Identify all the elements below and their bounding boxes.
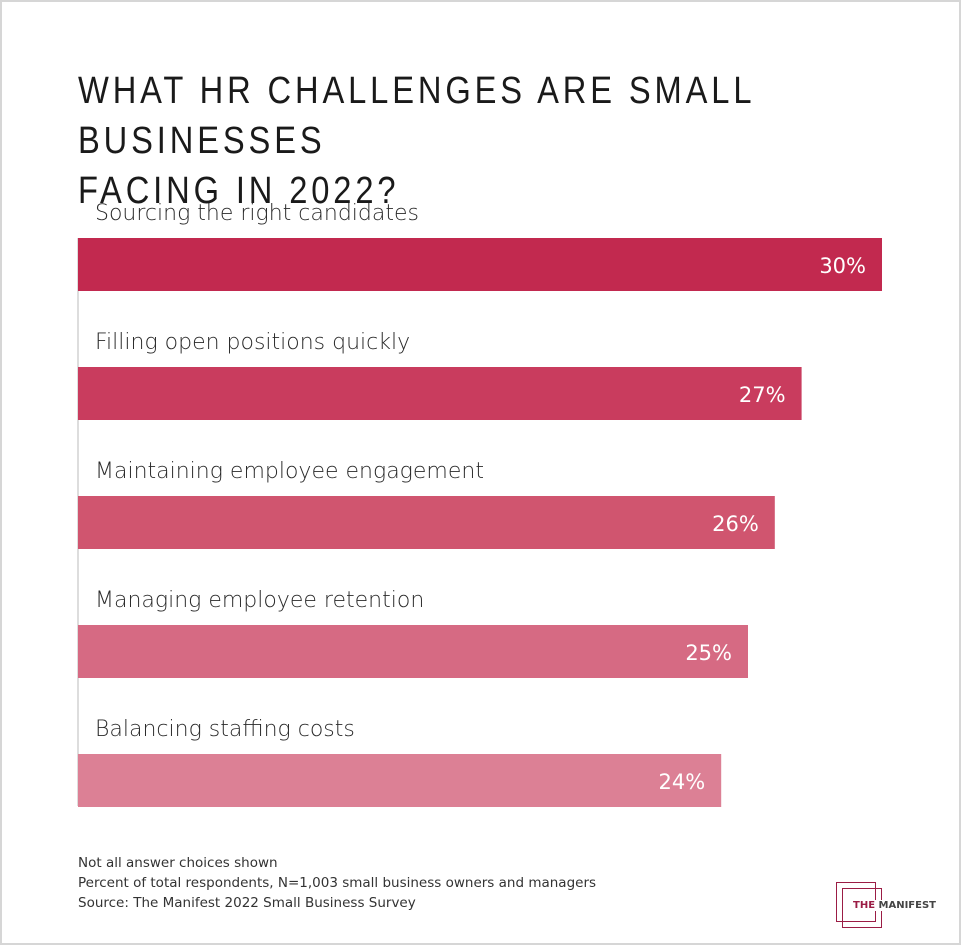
title-line-2: FACING IN 2022? <box>78 170 400 212</box>
chart-title: WHAT HR CHALLENGES ARE SMALL BUSINESSES … <box>78 66 938 216</box>
category-label: Maintaining employee engagement <box>95 459 484 484</box>
category-label: Filling open positions quickly <box>95 330 410 355</box>
value-label: 24% <box>659 770 706 794</box>
bar <box>78 238 882 291</box>
logo-text: THE MANIFEST <box>852 900 937 911</box>
value-label: 30% <box>819 254 866 278</box>
category-label: Sourcing the right candidates <box>95 201 419 226</box>
bar <box>78 625 748 678</box>
bar <box>78 496 775 549</box>
note-source: Source: The Manifest 2022 Small Business… <box>78 895 416 911</box>
value-label: 27% <box>739 383 786 407</box>
bar <box>78 367 802 420</box>
value-label: 25% <box>685 641 732 665</box>
note-respondents: Percent of total respondents, N=1,003 sm… <box>78 875 597 891</box>
category-label: Balancing staffing costs <box>95 717 355 742</box>
chart-notes: Not all answer choices shown Percent of … <box>78 853 596 913</box>
category-label: Managing employee retention <box>95 588 424 613</box>
note-answer-choices: Not all answer choices shown <box>78 855 278 871</box>
the-manifest-logo: THE MANIFEST <box>836 880 937 930</box>
title-line-1: WHAT HR CHALLENGES ARE SMALL BUSINESSES <box>78 70 755 162</box>
bar <box>78 754 722 807</box>
value-label: 26% <box>712 512 759 536</box>
